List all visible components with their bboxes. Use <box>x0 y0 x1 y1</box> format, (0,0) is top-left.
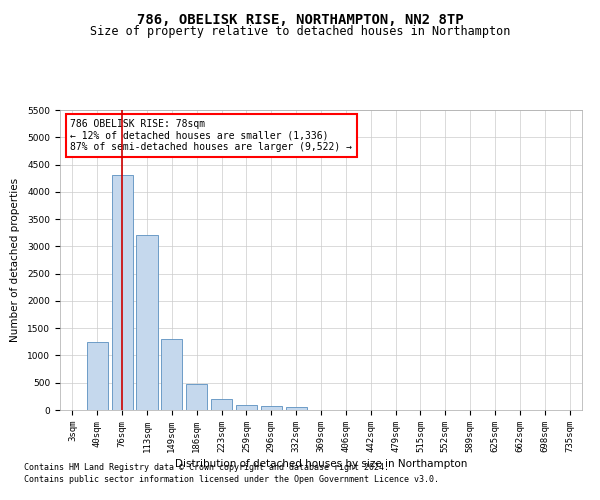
Bar <box>87 342 108 410</box>
Text: 786, OBELISK RISE, NORTHAMPTON, NN2 8TP: 786, OBELISK RISE, NORTHAMPTON, NN2 8TP <box>137 12 463 26</box>
Bar <box>161 339 182 410</box>
X-axis label: Distribution of detached houses by size in Northampton: Distribution of detached houses by size … <box>175 459 467 469</box>
Bar <box>261 406 282 410</box>
Y-axis label: Number of detached properties: Number of detached properties <box>10 178 20 342</box>
Bar <box>112 176 133 410</box>
Bar <box>236 404 257 410</box>
Text: Contains HM Land Registry data © Crown copyright and database right 2024.: Contains HM Land Registry data © Crown c… <box>24 464 389 472</box>
Text: 786 OBELISK RISE: 78sqm
← 12% of detached houses are smaller (1,336)
87% of semi: 786 OBELISK RISE: 78sqm ← 12% of detache… <box>70 119 352 152</box>
Text: Size of property relative to detached houses in Northampton: Size of property relative to detached ho… <box>90 25 510 38</box>
Bar <box>211 399 232 410</box>
Text: Contains public sector information licensed under the Open Government Licence v3: Contains public sector information licen… <box>24 474 439 484</box>
Bar <box>136 236 158 410</box>
Bar <box>286 408 307 410</box>
Bar <box>186 384 207 410</box>
